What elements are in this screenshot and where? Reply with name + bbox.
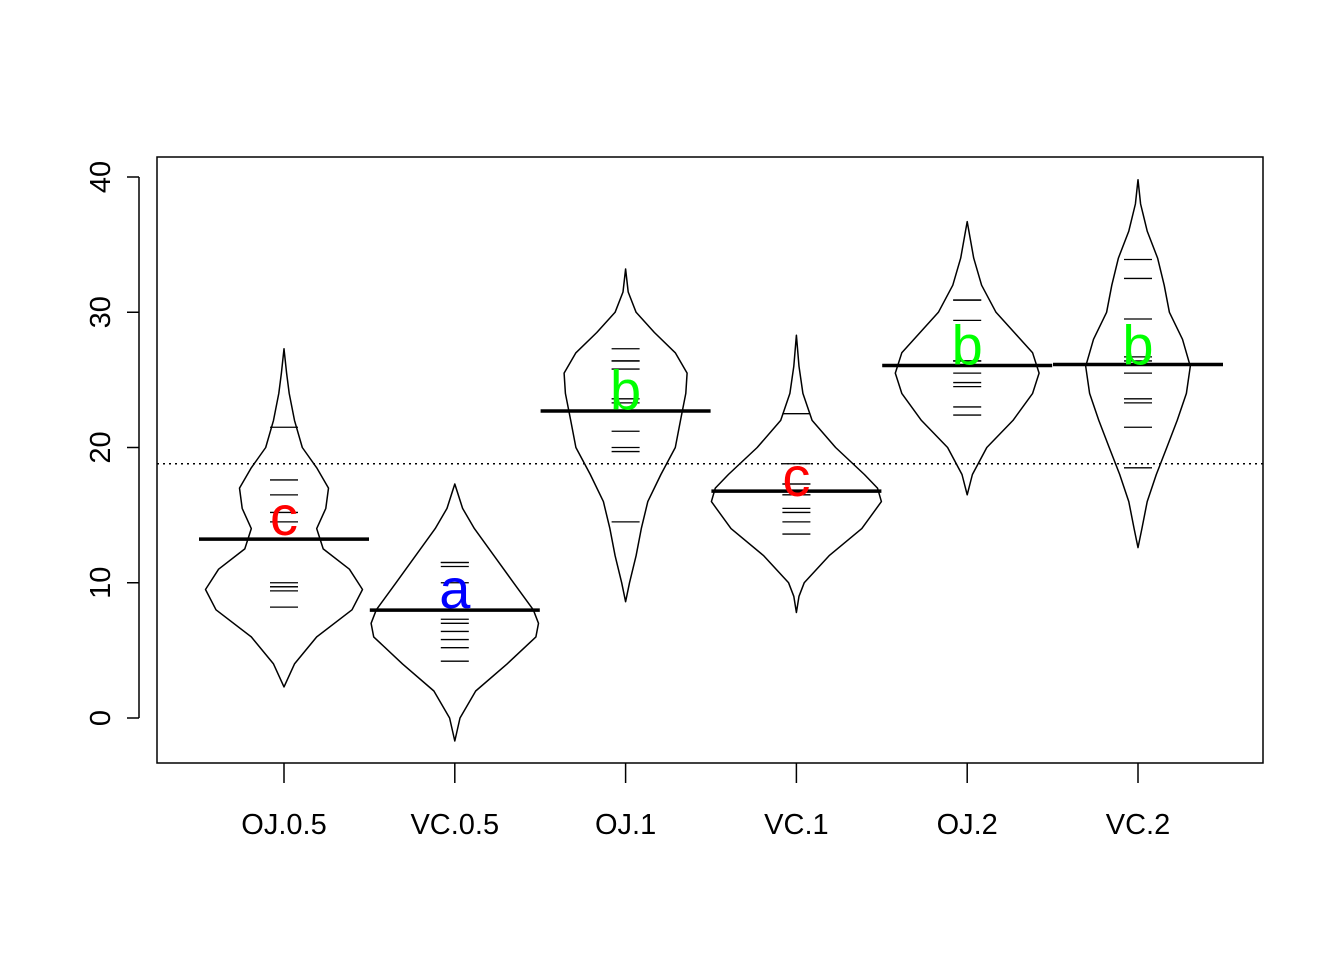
y-tick-label: 20 <box>85 431 117 463</box>
bean-outline <box>1084 178 1192 549</box>
x-tick-label: VC.1 <box>764 809 828 841</box>
group-letter: a <box>439 557 471 620</box>
group-letter: b <box>1122 314 1153 377</box>
x-tick-label: OJ.2 <box>937 809 998 841</box>
x-tick-label: OJ.1 <box>595 809 656 841</box>
y-tick-label: 30 <box>85 296 117 328</box>
group-letter: b <box>952 314 983 377</box>
group-letter: b <box>610 358 641 421</box>
bean-outline <box>563 268 688 603</box>
bean-outline <box>204 348 364 688</box>
x-tick-label: OJ.0.5 <box>241 809 326 841</box>
x-tick-label: VC.2 <box>1106 809 1170 841</box>
plot-frame <box>156 156 1264 764</box>
plot-layer: 0 10 20 30 40 OJ.0.5 VC.0.5 OJ.1 VC.1 OJ.2 VC.2 c a b… <box>85 161 1263 841</box>
group-letter: c <box>270 484 298 547</box>
y-tick-label: 40 <box>85 161 117 193</box>
y-tick-label: 10 <box>85 567 117 599</box>
bean-outline <box>710 334 883 614</box>
bean-outline <box>370 483 540 742</box>
x-tick-label: VC.0.5 <box>410 809 499 841</box>
group-letter: c <box>782 445 810 508</box>
bean-outline <box>894 220 1040 496</box>
y-tick-label: 0 <box>85 710 117 726</box>
